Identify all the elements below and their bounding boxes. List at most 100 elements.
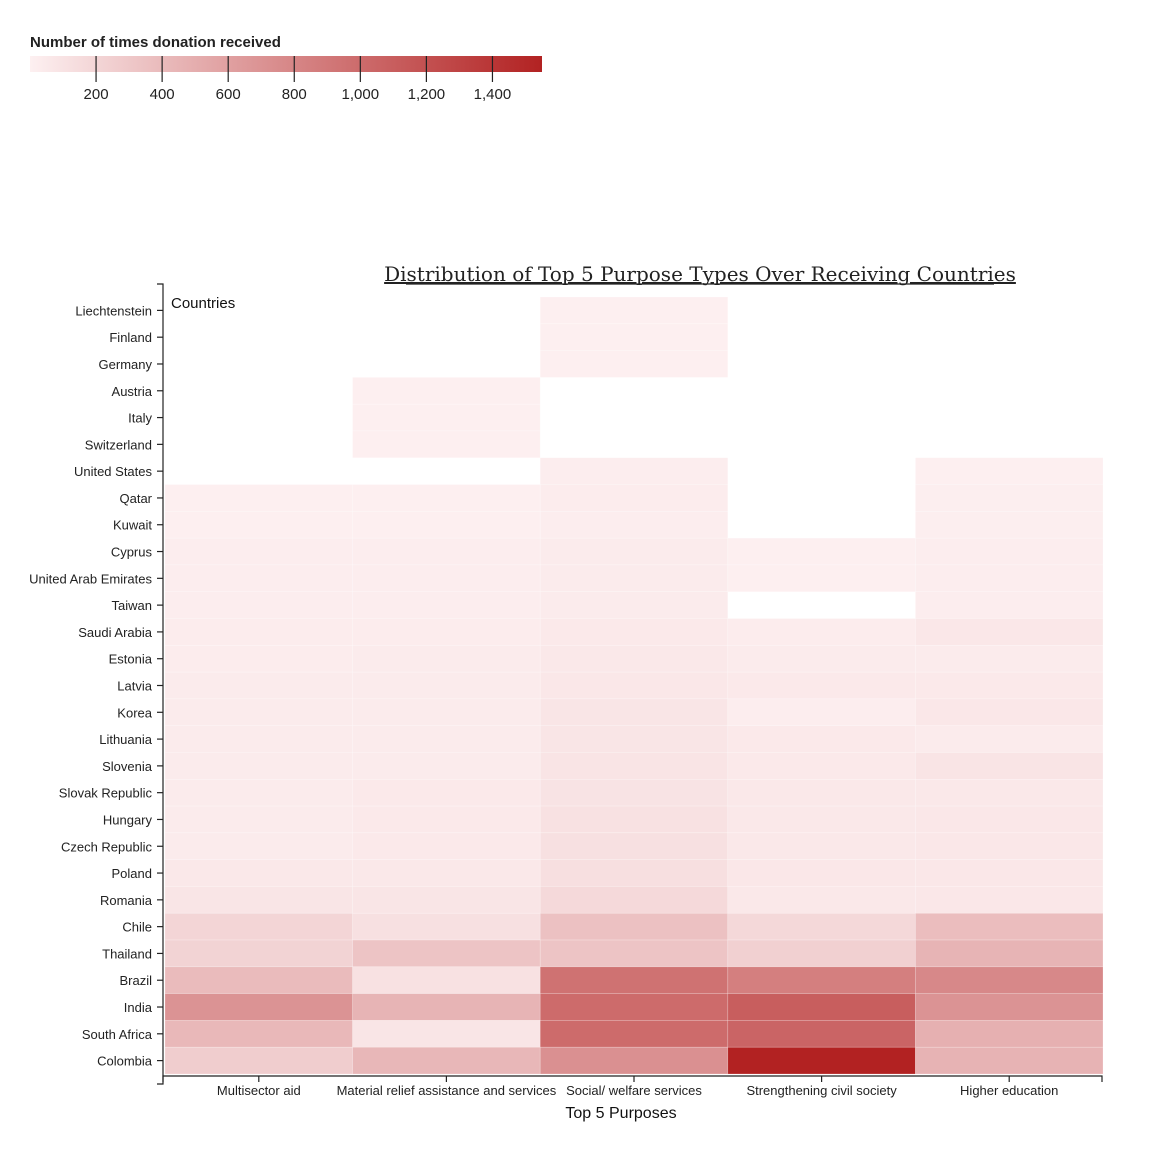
heatmap-cell bbox=[539, 939, 729, 968]
heatmap-cell bbox=[164, 698, 353, 726]
y-tick-label: Poland bbox=[112, 866, 152, 881]
heatmap-cell bbox=[915, 725, 1104, 753]
heatmap-cell bbox=[352, 1046, 541, 1075]
heatmap-cell bbox=[915, 618, 1104, 646]
heatmap-cell bbox=[352, 698, 541, 726]
color-legend: Number of times donation received 200 400… bbox=[30, 34, 542, 103]
heatmap-cell bbox=[727, 1020, 916, 1048]
heatmap-cell bbox=[915, 591, 1104, 619]
heatmap-cell bbox=[164, 752, 353, 780]
heatmap-cell bbox=[164, 859, 353, 887]
heatmap-cell bbox=[352, 725, 541, 753]
heatmap-cell bbox=[539, 698, 729, 726]
heatmap-cell bbox=[539, 645, 729, 673]
heatmap-cell bbox=[539, 966, 729, 994]
heatmap-cell bbox=[727, 698, 916, 726]
y-tick-label: Thailand bbox=[102, 946, 152, 961]
heatmap-cell bbox=[539, 912, 729, 941]
heatmap-cell bbox=[164, 725, 353, 753]
heatmap-cell bbox=[915, 805, 1104, 834]
y-tick-label: Romania bbox=[100, 893, 153, 908]
heatmap-cell bbox=[164, 537, 353, 566]
y-tick-label: Kuwait bbox=[113, 518, 152, 533]
heatmap-cell bbox=[727, 859, 916, 887]
heatmap-cell bbox=[727, 564, 916, 593]
heatmap-cell bbox=[352, 993, 541, 1021]
heatmap-cell bbox=[915, 993, 1104, 1021]
y-tick-label: Slovenia bbox=[102, 759, 153, 774]
heatmap-cell bbox=[539, 752, 729, 780]
y-tick-label: India bbox=[124, 1000, 153, 1015]
legend-ticks: 200 400 600 800 1,000 1,200 1,400 bbox=[84, 56, 512, 103]
y-tick-label: Hungary bbox=[103, 812, 153, 827]
legend-tick-label: 1,200 bbox=[408, 86, 446, 103]
y-tick-label: Colombia bbox=[97, 1054, 153, 1069]
heatmap-cell bbox=[727, 671, 916, 700]
heatmap-cell bbox=[164, 805, 353, 834]
heatmap-cell bbox=[539, 484, 729, 512]
heatmap-cell bbox=[352, 484, 541, 512]
legend-tick-label: 1,000 bbox=[342, 86, 380, 103]
y-tick-label: Latvia bbox=[117, 679, 152, 694]
y-tick-label: Chile bbox=[122, 920, 152, 935]
heatmap-cell bbox=[164, 1020, 353, 1048]
heatmap-cell bbox=[915, 966, 1104, 994]
heatmap-cell bbox=[727, 778, 916, 807]
legend-tick-label: 1,400 bbox=[474, 86, 512, 103]
heatmap-cell bbox=[352, 966, 541, 994]
heatmap-cell bbox=[727, 832, 916, 860]
x-tick-label: Material relief assistance and services bbox=[337, 1083, 557, 1098]
y-tick-label: South Africa bbox=[82, 1027, 153, 1042]
y-tick-label: Switzerland bbox=[85, 437, 152, 452]
y-axis-line bbox=[157, 283, 164, 1085]
y-axis-label: Countries bbox=[171, 295, 235, 312]
x-tick-label: Higher education bbox=[960, 1083, 1058, 1098]
y-tick-label: Cyprus bbox=[111, 545, 153, 560]
heatmap-cell bbox=[539, 886, 729, 914]
x-axis-line bbox=[162, 1075, 1103, 1082]
heatmap-cell bbox=[352, 537, 541, 566]
x-axis-label: Top 5 Purposes bbox=[565, 1105, 676, 1122]
heatmap-cell bbox=[727, 912, 916, 941]
y-tick-label: Brazil bbox=[119, 973, 152, 988]
heatmap-cell bbox=[352, 671, 541, 700]
heatmap-cell bbox=[727, 618, 916, 646]
heatmap-cell bbox=[164, 912, 353, 941]
heatmap-cell bbox=[915, 698, 1104, 726]
heatmap-cell bbox=[352, 377, 541, 405]
heatmap-cell bbox=[164, 564, 353, 593]
heatmap-cell bbox=[352, 805, 541, 834]
heatmap-cell bbox=[915, 671, 1104, 700]
heatmap-cell bbox=[539, 457, 729, 485]
heatmap-cell bbox=[915, 1020, 1104, 1048]
heatmap-cell bbox=[539, 323, 729, 351]
heatmap-cell bbox=[727, 805, 916, 834]
heatmap-cell bbox=[915, 778, 1104, 807]
legend-color-bar bbox=[30, 56, 542, 72]
heatmap-cell bbox=[352, 591, 541, 619]
heatmap-cell bbox=[539, 564, 729, 593]
heatmap-cell bbox=[539, 350, 729, 378]
heatmap-cell bbox=[352, 645, 541, 673]
legend-tick-label: 400 bbox=[150, 86, 175, 103]
heatmap-cell bbox=[727, 1046, 916, 1075]
heatmap-cell bbox=[539, 778, 729, 807]
y-tick-label: Italy bbox=[128, 411, 152, 426]
heatmap-cell bbox=[539, 537, 729, 566]
heatmap-cell bbox=[352, 511, 541, 539]
heatmap-cell bbox=[352, 886, 541, 914]
y-tick-label: Finland bbox=[109, 330, 152, 345]
heatmap-cell bbox=[164, 1046, 353, 1075]
heatmap-cell bbox=[915, 645, 1104, 673]
heatmap-cell bbox=[727, 725, 916, 753]
y-tick-label: United Arab Emirates bbox=[29, 571, 152, 586]
heatmap-cell bbox=[539, 511, 729, 539]
heatmap-cell bbox=[539, 993, 729, 1021]
heatmap-cell bbox=[352, 752, 541, 780]
y-tick-label: Czech Republic bbox=[61, 839, 153, 854]
heatmap-cell bbox=[915, 457, 1104, 485]
y-axis: Liechtenstein Finland Germany Austria Italy S… bbox=[29, 283, 164, 1085]
heatmap-cell bbox=[352, 564, 541, 593]
legend-tick-label: 800 bbox=[282, 86, 307, 103]
